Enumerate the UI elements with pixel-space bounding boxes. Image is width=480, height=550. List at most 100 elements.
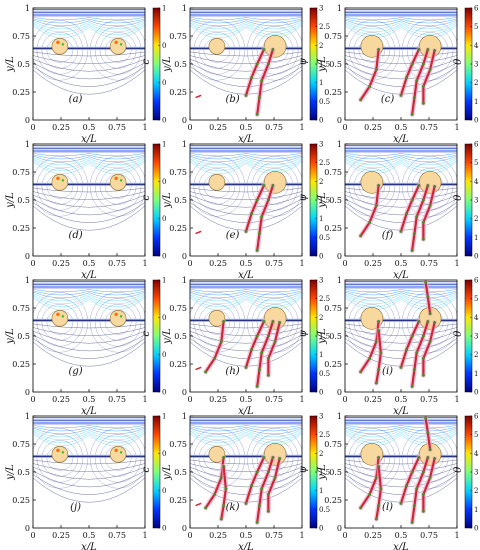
contour-line-upper — [33, 157, 145, 166]
panel-tag: (i) — [382, 366, 393, 377]
crack-node — [374, 340, 378, 344]
crack-node — [255, 334, 259, 338]
y-tick-label: 0.75 — [169, 32, 187, 41]
crack-path — [422, 185, 436, 241]
crack-node — [266, 470, 270, 474]
colorbar-tick-label: 0 — [474, 117, 478, 125]
crack-node — [410, 334, 414, 338]
y-tick-label: 1 — [25, 4, 30, 13]
crack-node — [255, 470, 259, 474]
crack-path — [359, 184, 380, 237]
crack-fragment — [195, 230, 202, 235]
grain-dot — [119, 315, 123, 318]
x-tick-label: 0 — [342, 531, 347, 540]
contour-line-lower — [33, 474, 145, 495]
x-tick-label: 0.75 — [108, 259, 126, 268]
crack-node — [412, 96, 416, 100]
x-tick-label: 0.75 — [265, 259, 283, 268]
crack-node — [410, 520, 414, 524]
panel-tag: (k) — [226, 502, 240, 513]
contour-line-upper — [190, 19, 302, 27]
x-tick-label: 0 — [342, 259, 347, 268]
colorbar-tick-label: 1 — [319, 351, 323, 359]
colorbar-tick-label: 6 — [474, 413, 479, 421]
y-tick-label: 0.25 — [324, 88, 342, 97]
colorbar-tick-label: 0.5 — [319, 98, 330, 106]
contour-line-upper — [33, 289, 145, 293]
contour-line-upper — [33, 291, 145, 299]
crack-node — [374, 476, 378, 480]
colorbar-tick-label: 0 — [319, 253, 323, 261]
contour-line-upper — [33, 153, 145, 157]
crack-node — [262, 455, 266, 459]
colorbar-tick-label: 3 — [319, 141, 323, 149]
x-tick-label: 0.75 — [265, 395, 283, 404]
crack-node — [250, 483, 254, 487]
contour-line-lower — [190, 338, 302, 359]
crack-path — [244, 320, 266, 369]
crack-node — [278, 321, 282, 325]
x-tick-label: 1 — [299, 259, 304, 268]
contour-line-lower — [33, 66, 145, 87]
panel-c: 0 0.25 0.5 0.75 10.250.50.7510x/Ly/L(c)01234… — [317, 4, 479, 145]
y-axis-label: y/L — [5, 328, 16, 345]
contour-loop — [94, 434, 142, 483]
panel-e: 0 0.25 0.5 0.75 10.250.50.7510x/Ly/L(e)00.51… — [162, 140, 330, 281]
contour-loop — [198, 32, 236, 69]
x-tick-label: 0.75 — [108, 123, 126, 132]
x-tick-label: 0.5 — [240, 123, 253, 132]
crack-path — [422, 49, 436, 105]
crack-node — [379, 351, 383, 355]
x-tick-label: 0.25 — [52, 259, 70, 268]
x-tick-label: 0 — [30, 259, 35, 268]
contour-loop — [99, 168, 137, 205]
colorbar-label: θ — [453, 195, 464, 201]
contour-loop — [94, 298, 142, 347]
crack-node — [421, 509, 425, 513]
contour-line-lower — [33, 327, 145, 336]
contour-loop — [99, 32, 137, 69]
x-tick-label: 1 — [454, 531, 459, 540]
colorbar-tick-label: 2 — [319, 178, 323, 186]
x-tick-label: 0.25 — [52, 531, 70, 540]
crack-node — [257, 504, 261, 508]
contour-line-upper — [345, 19, 457, 27]
contour-line-lower — [190, 474, 302, 495]
x-tick-label: 0.25 — [364, 259, 382, 268]
crack-node — [262, 319, 266, 323]
colorbar — [152, 143, 161, 257]
colorbar-tick-label: 0 — [162, 253, 166, 261]
crack-node — [410, 198, 414, 202]
colorbar-label: c — [141, 467, 152, 473]
plot-area — [190, 145, 302, 253]
y-tick-label: 0.5 — [329, 196, 342, 205]
contour-line-lower — [33, 51, 145, 57]
contour-loop — [353, 440, 391, 477]
x-tick-label: 0.5 — [83, 531, 96, 540]
grain-dot — [56, 312, 60, 316]
crack-node — [433, 457, 437, 461]
colorbar-tick-label: 5 — [474, 159, 478, 167]
y-tick-label: 0.75 — [12, 440, 30, 449]
crack-node — [424, 416, 428, 420]
crack-fragment — [195, 502, 202, 507]
contour-line-upper — [33, 158, 145, 169]
y-axis-label: y/L — [162, 56, 173, 73]
y-tick-label: 0.25 — [169, 496, 187, 505]
contour-line-upper — [345, 23, 457, 36]
x-tick-label: 0.5 — [395, 123, 408, 132]
contour-line-lower — [33, 191, 145, 200]
crack-node — [255, 520, 259, 524]
crack-node — [255, 62, 259, 66]
contour-line-lower — [33, 341, 145, 367]
panel-tag: (f) — [382, 230, 394, 241]
crack-node — [424, 280, 428, 284]
contour-line-upper — [33, 161, 145, 175]
y-tick-label: 1 — [337, 4, 342, 13]
contour-line-lower — [345, 327, 457, 336]
x-axis-label: x/L — [393, 542, 409, 550]
colorbar-tick-label: 0 — [162, 389, 166, 397]
contour-line-lower — [33, 202, 145, 223]
contour-line-upper — [345, 157, 457, 166]
colorbar-tick-label: 2 — [319, 42, 323, 50]
